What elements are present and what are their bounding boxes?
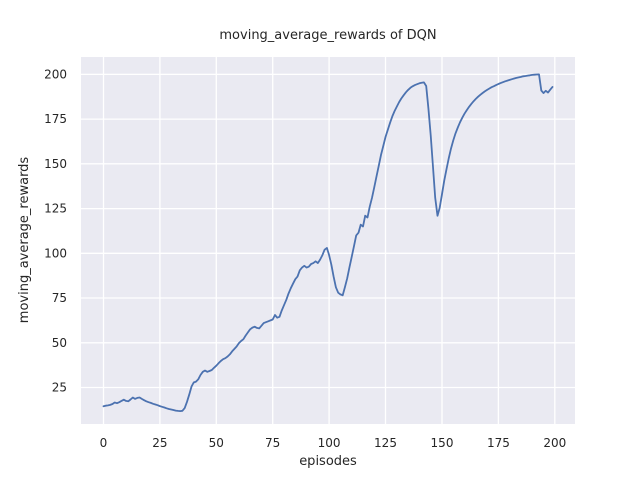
y-tick-label: 100 xyxy=(44,246,67,260)
tick-labels: 0 25 50 75 100 125 150 175 200 25 50 75 100 125 150 175… xyxy=(44,67,566,450)
x-tick-label: 100 xyxy=(318,436,341,450)
reward-line xyxy=(102,73,554,412)
plot-background xyxy=(81,57,575,424)
x-tick-label: 125 xyxy=(374,436,397,450)
x-tick-label: 25 xyxy=(152,436,167,450)
y-tick-label: 175 xyxy=(44,112,67,126)
x-tick-label: 75 xyxy=(265,436,280,450)
x-tick-label: 175 xyxy=(487,436,510,450)
x-tick-label: 50 xyxy=(209,436,224,450)
y-tick-label: 200 xyxy=(44,67,67,81)
x-tick-label: 150 xyxy=(431,436,454,450)
y-axis-label: moving_average_rewards xyxy=(17,157,32,324)
x-tick-label: 0 xyxy=(100,436,108,450)
y-tick-label: 50 xyxy=(52,336,67,350)
x-tick-label: 200 xyxy=(543,436,566,450)
y-tick-label: 75 xyxy=(52,291,67,305)
y-tick-label: 125 xyxy=(44,202,67,216)
y-tick-label: 150 xyxy=(44,157,67,171)
chart-title: moving_average_rewards of DQN xyxy=(219,28,436,43)
x-axis-label: episodes xyxy=(299,454,357,469)
y-tick-label: 25 xyxy=(52,381,67,395)
